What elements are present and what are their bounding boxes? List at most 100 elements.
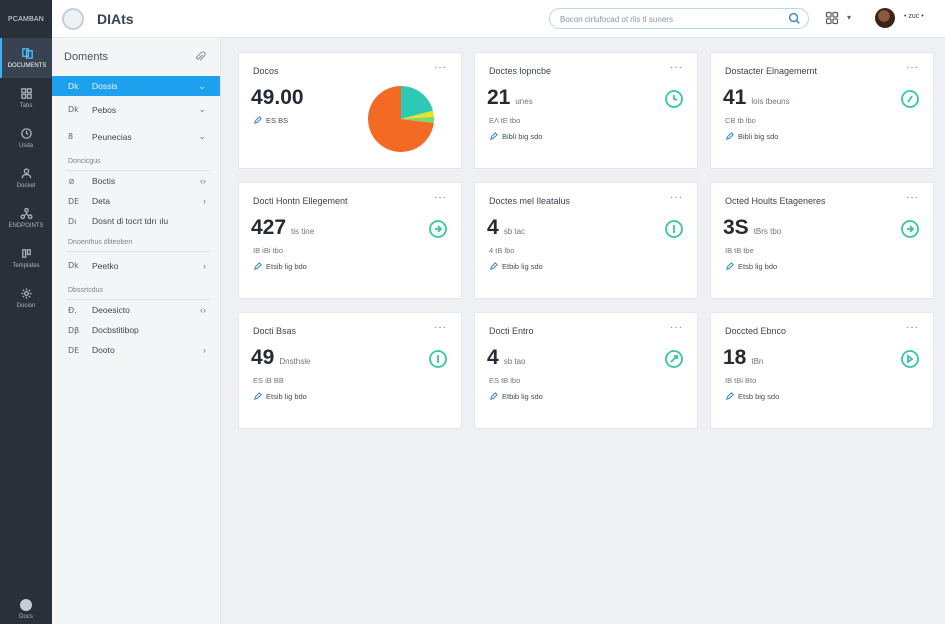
status-ring-icon [429,220,447,238]
sidebar-item-peetko[interactable]: Dk Peetko › [52,252,220,279]
rail-label: Docion [16,303,36,309]
search-icon[interactable] [788,12,801,25]
user-menu[interactable]: • zuc • [904,13,924,20]
card-link[interactable]: Etsb lig bdo [725,262,777,271]
card-link[interactable]: ES BS [253,116,288,125]
rail-item-docs[interactable]: Docs [0,599,52,620]
card-link[interactable]: Etsib lig bdo [253,392,307,401]
divider [66,299,210,300]
status-ring-icon [901,350,919,368]
stat-card[interactable]: Octed Hoults Etageneres ··· 3S tBrs tbo I… [710,182,934,299]
stat-card[interactable]: Docti Bsas ··· 49 Dnsthsle ES iB BB Etsib… [238,312,462,429]
card-link[interactable]: Bibli big sdo [725,132,778,141]
rail-item-docket[interactable]: Docket [0,158,52,198]
stat-card[interactable]: Docti Entro ··· 4 sb tao ES tB lbo Etbib … [474,312,698,429]
card-title: Doctes mel Ileatalus [489,196,571,206]
rail-item-documents[interactable]: DOCUMENTS [0,38,52,78]
stat-card[interactable]: Docos ··· 49.00 ES BS [238,52,462,169]
settings-icon [20,288,32,299]
avatar[interactable] [875,8,895,28]
sidebar-item-deoesicto[interactable]: Ɖ. Deoesicto ‹› [52,300,220,320]
sidebar-item-peunecias[interactable]: 8 Peunecias ⌄ [52,123,220,150]
sidebar-item-docbstitibop[interactable]: Dβ Docbstitibop [52,320,220,340]
value-unit: Dnsthsle [279,357,311,366]
card-link[interactable]: Etsib lig bdo [253,262,307,271]
status-ring-icon [901,220,919,238]
more-icon[interactable]: ··· [670,322,683,333]
card-title: Docti Entro [489,326,534,336]
card-sub: IB iBi tbo [253,246,284,255]
top-bar: DIAts ▾ • zuc • [52,0,945,38]
value-number: 49 [251,346,275,369]
apps-grid-icon[interactable] [825,11,839,25]
card-sub: IB tB tbe [725,246,754,255]
value-unit: tBn [751,357,764,366]
card-title: Doctes lopncbe [489,66,552,76]
sidebar-item-label: Docbstitibop [92,325,139,335]
pie-slice [401,110,434,119]
stat-card[interactable]: Doccted Ebnco ··· 18 tBn IB tBi Bto Etsb … [710,312,934,429]
pencil-icon [253,392,262,401]
sidebar-item-label: Dooto [92,345,115,355]
chevron-icon: ‹› [200,176,206,186]
tabs-icon [20,88,32,99]
card-link[interactable]: Etbib lig sdo [489,392,543,401]
icon-rail: PCAMBAN DOCUMENTS Tabs Usda Docket ENDPO… [0,0,52,624]
divider [66,170,210,171]
link-label: Etsb lig bdo [738,262,778,271]
rail-label: Docket [16,183,36,189]
card-link[interactable]: Etbib lig sdo [489,262,543,271]
card-value: 49.00 [251,86,304,110]
status-ring-icon [429,350,447,368]
attach-icon[interactable] [194,51,206,63]
sidebar-item-deta[interactable]: DE Deta › [52,191,220,211]
apps-caret-icon[interactable]: ▾ [847,13,852,22]
card-link[interactable]: Etsb big sdo [725,392,779,401]
rail-item-endpoints[interactable]: ENDPOINTS [0,198,52,238]
search-box[interactable] [549,8,809,29]
more-icon[interactable]: ··· [670,192,683,203]
more-icon[interactable]: ··· [906,62,919,73]
app-logo-icon [62,8,84,30]
card-title: Dostacter Elnagemernt [725,66,818,76]
item-icon: Dβ [68,325,80,335]
sidebar-item-boctis[interactable]: ⊘ Boctis ‹› [52,171,220,191]
stat-card[interactable]: Dostacter Elnagemernt ··· 41 lois tbeuns … [710,52,934,169]
help-icon [20,599,32,611]
link-label: Etsb big sdo [738,392,780,401]
rail-item-docion[interactable]: Docion [0,278,52,318]
card-link[interactable]: Bibli big sdo [489,132,542,141]
rail-item-templates[interactable]: Templates [0,238,52,278]
stat-card[interactable]: Doctes mel Ileatalus ··· 4 sb tac 4 tB lb… [474,182,698,299]
card-sub: ES iB BB [253,376,284,385]
more-icon[interactable]: ··· [906,192,919,203]
search-input[interactable] [560,12,775,26]
chevron-right-icon: › [203,345,206,355]
rail-item-tabs[interactable]: Tabs [0,78,52,118]
more-icon[interactable]: ··· [434,192,447,203]
sidebar-item-dooto[interactable]: DE Dooto › [52,340,220,360]
value-unit: sb tao [503,357,526,366]
sidebar-item-dossis[interactable]: Dk Dossis ⌄ [52,76,220,96]
card-value: 4 sb tac [487,216,525,240]
more-icon[interactable]: ··· [434,322,447,333]
sidebar-item-pebos[interactable]: Dk Pebos ⌄ [52,96,220,123]
item-icon: Dk [68,81,79,91]
stat-card[interactable]: Doctes lopncbe ··· 21 unes EΛ tE tbo Bibl… [474,52,698,169]
chevron-right-icon: › [203,260,206,271]
rail-label: Usda [18,143,33,149]
card-sub: ES tB lbo [489,376,521,385]
item-icon: 8 [68,132,74,141]
users-icon [21,168,31,179]
more-icon[interactable]: ··· [670,62,683,73]
templates-icon [21,249,31,258]
sidebar: Doments Dk Dossis ⌄ Dk Pebos ⌄ 8 Peuneci… [52,38,221,624]
more-icon[interactable]: ··· [906,322,919,333]
app-title: DIAts [97,11,134,27]
rail-item-usda[interactable]: Usda [0,118,52,158]
card-sub: CB tb lbo [725,116,756,125]
rail-label: ENDPOINTS [8,223,44,229]
sidebar-item-dosnt[interactable]: Dı Dosnt di tocrt tdrı ılu [52,211,220,231]
more-icon[interactable]: ··· [434,62,447,73]
stat-card[interactable]: Docti Hontn Ellegement ··· 427 tis tine I… [238,182,462,299]
